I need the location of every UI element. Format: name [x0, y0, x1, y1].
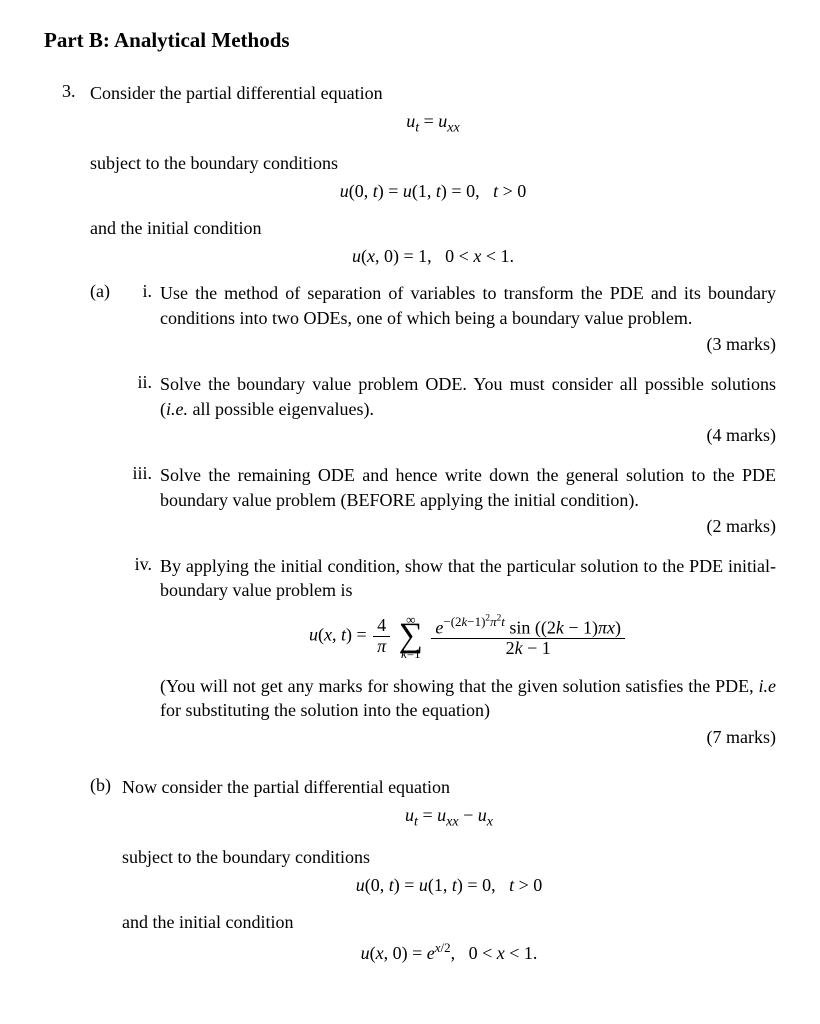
- item-text: Solve the remaining ODE and hence write …: [160, 465, 776, 509]
- subpart-a-body: i. Use the method of separation of varia…: [122, 281, 776, 764]
- item-a-iv: iv. By applying the initial condition, s…: [122, 554, 776, 759]
- subpart-b-body: Now consider the partial differential eq…: [122, 775, 776, 978]
- item-a-i: i. Use the method of separation of varia…: [122, 281, 776, 366]
- item-text: Use the method of separation of variable…: [160, 283, 776, 327]
- item-label: iv.: [122, 554, 160, 759]
- item-note: (You will not get any marks for showing …: [160, 674, 776, 723]
- bc-intro: subject to the boundary conditions: [90, 151, 776, 175]
- item-body: Solve the boundary value problem ODE. Yo…: [160, 372, 776, 457]
- ic-equation: u(x, 0) = 1, 0 < x < 1.: [90, 246, 776, 267]
- item-body: Use the method of separation of variable…: [160, 281, 776, 366]
- problem-3: 3. Consider the partial differential equ…: [62, 81, 776, 978]
- item-label: i.: [122, 281, 160, 366]
- item-text: Solve the boundary value problem ODE. Yo…: [160, 374, 776, 418]
- subpart-b-label: (b): [90, 775, 122, 978]
- marks: (7 marks): [160, 725, 776, 749]
- item-a-iii: iii. Solve the remaining ODE and hence w…: [122, 463, 776, 548]
- item-body: By applying the initial condition, show …: [160, 554, 776, 759]
- item-body: Solve the remaining ODE and hence write …: [160, 463, 776, 548]
- item-label: ii.: [122, 372, 160, 457]
- b-ic-intro: and the initial condition: [122, 910, 776, 934]
- b-ic-equation: u(x, 0) = ex/2, 0 < x < 1.: [122, 940, 776, 964]
- part-title: Part B: Analytical Methods: [44, 28, 776, 53]
- item-text: By applying the initial condition, show …: [160, 556, 776, 600]
- solution-formula: u(x, t) = 4π ∞∑k=1 e−(2k−1)2π2t sin ((2k…: [160, 613, 776, 660]
- marks: (3 marks): [160, 332, 776, 356]
- b-bc-equation: u(0, t) = u(1, t) = 0, t > 0: [122, 875, 776, 896]
- bc-equation: u(0, t) = u(1, t) = 0, t > 0: [90, 181, 776, 202]
- b-bc-intro: subject to the boundary conditions: [122, 845, 776, 869]
- subpart-b: (b) Now consider the partial differentia…: [90, 775, 776, 978]
- b-intro: Now consider the partial differential eq…: [122, 775, 776, 799]
- pde-equation: ut = uxx: [90, 111, 776, 137]
- ic-intro: and the initial condition: [90, 216, 776, 240]
- item-a-ii: ii. Solve the boundary value problem ODE…: [122, 372, 776, 457]
- marks: (2 marks): [160, 514, 776, 538]
- marks: (4 marks): [160, 423, 776, 447]
- item-label: iii.: [122, 463, 160, 548]
- b-pde-equation: ut = uxx − ux: [122, 805, 776, 831]
- subpart-a: (a) i. Use the method of separation of v…: [90, 281, 776, 764]
- problem-number: 3.: [62, 81, 90, 978]
- problem-body: Consider the partial differential equati…: [90, 81, 776, 978]
- subpart-a-label: (a): [90, 281, 122, 764]
- page: Part B: Analytical Methods 3. Consider t…: [0, 0, 820, 1018]
- intro-text: Consider the partial differential equati…: [90, 81, 776, 105]
